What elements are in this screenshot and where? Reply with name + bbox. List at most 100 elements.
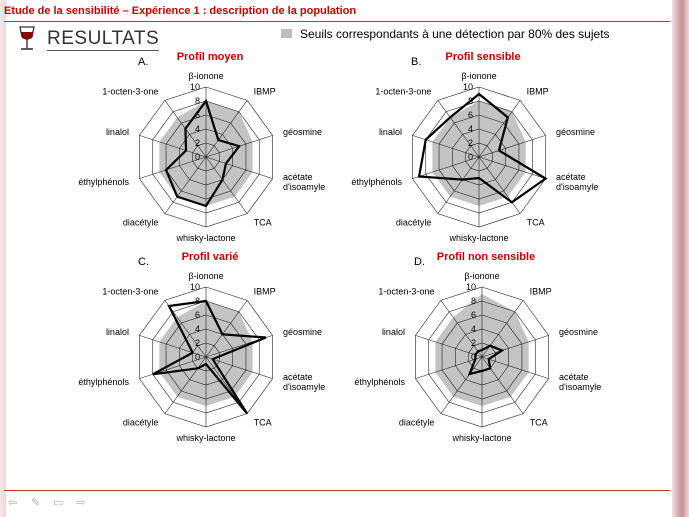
axis-spoke <box>481 335 549 358</box>
chart-title: Profil sensible <box>445 51 520 63</box>
axis-label: diacétyle <box>399 418 435 428</box>
axis-spoke <box>412 156 480 179</box>
axis-label: linalol <box>106 127 129 137</box>
profile-line <box>417 92 548 204</box>
axis-spoke <box>139 156 207 179</box>
right-border <box>672 0 689 517</box>
axis-spoke <box>478 100 521 158</box>
axis-label: 1-octen-3-one <box>375 86 431 96</box>
section-underline <box>47 50 159 51</box>
header-title: Etude de la sensibilité – Expérience 1 :… <box>4 5 357 17</box>
tick-label: 0 <box>195 152 200 162</box>
pen-icon[interactable]: ✎ <box>31 497 41 509</box>
chart-letter: D. <box>414 256 425 268</box>
tick-label: 10 <box>190 282 200 292</box>
tick-label: 4 <box>195 124 200 134</box>
tick-label: 4 <box>468 124 473 134</box>
axis-label: linalol <box>106 327 129 337</box>
axis-label: TCA <box>254 418 272 428</box>
footer-divider <box>4 490 670 491</box>
axis-label: IBMP <box>254 286 276 296</box>
chart-letter: A. <box>138 56 148 68</box>
tick-label: 0 <box>471 352 476 362</box>
tick-label: 6 <box>468 110 473 120</box>
chart-title: Profil varié <box>182 251 239 263</box>
axis-label: géosmine <box>283 327 322 337</box>
axis-spoke <box>139 356 207 379</box>
axis-spoke <box>440 300 483 358</box>
profile-line <box>164 98 242 208</box>
axis-label: whisky-lactone <box>175 433 235 443</box>
axis-label: IBMP <box>527 86 549 96</box>
axis-spoke <box>139 135 207 158</box>
axis-label: whisky-lactone <box>448 233 508 243</box>
profile-line <box>467 344 505 376</box>
chart-letter: B. <box>411 56 421 68</box>
axis-label: linalol <box>379 127 402 137</box>
legend-swatch <box>281 29 292 38</box>
chart-title: Profil moyen <box>177 51 244 63</box>
left-border <box>0 0 6 517</box>
tick-label: 6 <box>195 110 200 120</box>
chart-title: Profil non sensible <box>437 251 535 263</box>
axis-label: whisky-lactone <box>175 233 235 243</box>
axis-label: diacétyle <box>123 418 159 428</box>
tick-label: 6 <box>471 310 476 320</box>
chart-letter: C. <box>138 256 149 268</box>
axis-spoke <box>481 356 549 379</box>
tick-label: 6 <box>195 310 200 320</box>
axis-label: β-ionone <box>461 71 496 81</box>
axis-label: TCA <box>254 218 272 228</box>
wine-glass-icon <box>19 26 35 50</box>
axis-spoke <box>205 356 273 379</box>
axis-label: éthylphénols <box>354 377 405 387</box>
axis-spoke <box>440 356 483 414</box>
axis-spoke <box>139 335 207 358</box>
axis-label: β-ionone <box>188 71 223 81</box>
axis-spoke <box>415 356 483 379</box>
tick-label: 10 <box>466 282 476 292</box>
section-title: RESULTATS <box>47 28 160 49</box>
axis-label: β-ionone <box>464 271 499 281</box>
axis-label: éthylphénols <box>78 377 129 387</box>
screen-icon[interactable]: ▭ <box>53 497 64 509</box>
axis-spoke <box>412 135 480 158</box>
axis-label: diacétyle <box>123 218 159 228</box>
header-divider <box>4 21 670 22</box>
tick-label: 0 <box>195 352 200 362</box>
tick-label: 8 <box>471 296 476 306</box>
tick-label: 4 <box>195 324 200 334</box>
axis-label: éthylphénols <box>78 177 129 187</box>
tick-label: 10 <box>463 82 473 92</box>
axis-label: TCA <box>527 218 545 228</box>
axis-spoke <box>478 135 546 158</box>
axis-label: β-ionone <box>188 271 223 281</box>
axis-label: acétate d'isoamyle <box>559 372 601 392</box>
axis-label: TCA <box>530 418 548 428</box>
axis-spoke <box>437 100 480 158</box>
tick-label: 2 <box>195 338 200 348</box>
axis-label: 1-octen-3-one <box>378 286 434 296</box>
tick-label: 2 <box>471 338 476 348</box>
axis-label: diacétyle <box>396 218 432 228</box>
axis-spoke <box>415 335 483 358</box>
axis-label: acétate d'isoamyle <box>283 372 325 392</box>
arrow-left-icon[interactable]: ⇦ <box>8 497 18 509</box>
axis-label: éthylphénols <box>351 177 402 187</box>
axis-label: IBMP <box>254 86 276 96</box>
axis-spoke <box>164 156 207 214</box>
tick-label: 4 <box>471 324 476 334</box>
axis-spoke <box>478 156 546 179</box>
tick-label: 8 <box>195 296 200 306</box>
axis-label: whisky-lactone <box>451 433 511 443</box>
tick-label: 10 <box>190 82 200 92</box>
legend-text: Seuils correspondants à une détection pa… <box>300 27 610 41</box>
arrow-right-icon[interactable]: ⇨ <box>76 497 86 509</box>
axis-label: acétate d'isoamyle <box>283 172 325 192</box>
profile-line <box>152 299 267 415</box>
tick-label: 2 <box>468 138 473 148</box>
axis-spoke <box>205 100 248 158</box>
tick-label: 0 <box>468 152 473 162</box>
